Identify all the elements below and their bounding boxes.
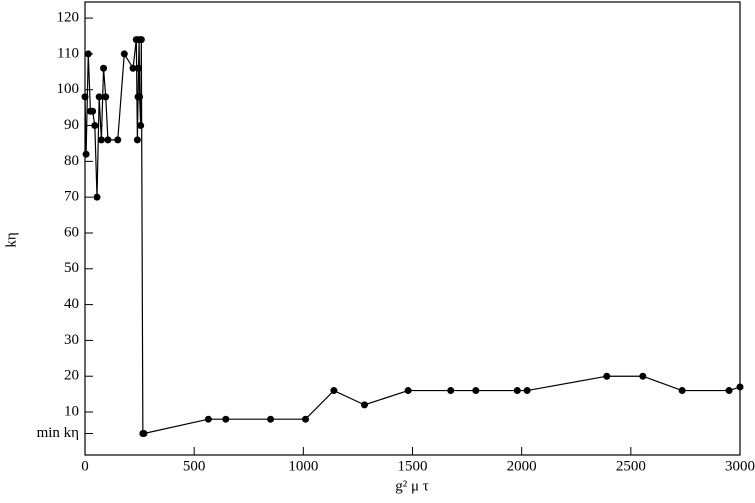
data-point bbox=[447, 387, 455, 395]
x-tick-label: 500 bbox=[183, 458, 206, 474]
data-point bbox=[360, 401, 368, 409]
data-point bbox=[89, 107, 97, 115]
data-point bbox=[134, 64, 142, 72]
y-tick-label: 40 bbox=[64, 296, 79, 312]
data-point bbox=[639, 372, 647, 380]
y-tick-label: 90 bbox=[64, 117, 79, 133]
x-tick-label: 2500 bbox=[616, 458, 646, 474]
data-point bbox=[114, 136, 122, 144]
x-tick-label: 1000 bbox=[288, 458, 318, 474]
data-point bbox=[204, 415, 212, 423]
data-point bbox=[100, 64, 108, 72]
y-tick-label: 70 bbox=[64, 189, 79, 205]
plot-frame bbox=[84, 1, 741, 456]
x-tick-label: 0 bbox=[81, 458, 89, 474]
data-point bbox=[133, 136, 141, 144]
data-point bbox=[84, 50, 92, 58]
data-point bbox=[222, 415, 230, 423]
data-point bbox=[97, 136, 105, 144]
data-point bbox=[137, 36, 145, 44]
data-point bbox=[140, 430, 148, 438]
y-tick-label: 80 bbox=[64, 153, 79, 169]
data-point bbox=[725, 387, 733, 395]
data-point bbox=[91, 122, 99, 130]
y-tick-label: 120 bbox=[57, 10, 80, 26]
y-tick-label: min kη bbox=[37, 425, 80, 441]
x-axis-label: g² μ τ bbox=[395, 478, 429, 494]
data-point bbox=[330, 387, 338, 395]
data-point bbox=[472, 387, 480, 395]
data-point bbox=[513, 387, 521, 395]
data-point bbox=[302, 415, 310, 423]
data-point bbox=[82, 150, 90, 158]
data-point bbox=[404, 387, 412, 395]
data-point bbox=[129, 64, 137, 72]
data-point bbox=[95, 93, 103, 101]
y-tick-label: 10 bbox=[64, 403, 79, 419]
y-tick-label: 30 bbox=[64, 332, 79, 348]
data-point bbox=[137, 122, 145, 130]
data-point bbox=[81, 93, 89, 101]
y-tick-label: 50 bbox=[64, 260, 79, 276]
data-point bbox=[678, 387, 686, 395]
x-tick-label: 3000 bbox=[725, 458, 755, 474]
y-tick-label: 20 bbox=[64, 368, 79, 384]
y-tick-label: 110 bbox=[57, 45, 79, 61]
y-tick-label: 100 bbox=[57, 81, 80, 97]
data-point bbox=[93, 193, 101, 201]
data-point bbox=[267, 415, 275, 423]
data-point bbox=[736, 383, 744, 391]
data-point bbox=[104, 136, 112, 144]
data-point bbox=[136, 93, 144, 101]
data-point bbox=[102, 93, 110, 101]
y-tick-label: 60 bbox=[64, 224, 79, 240]
data-point bbox=[523, 387, 531, 395]
data-point bbox=[120, 50, 128, 58]
y-axis-label: kη bbox=[3, 232, 19, 248]
x-tick-label: 1500 bbox=[398, 458, 428, 474]
x-tick-label: 2000 bbox=[507, 458, 537, 474]
data-point bbox=[603, 372, 611, 380]
